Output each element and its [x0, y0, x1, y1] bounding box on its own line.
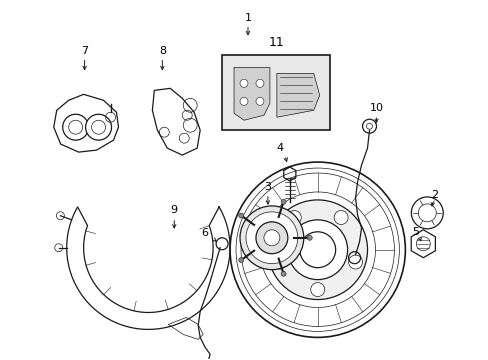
Text: 6: 6 [201, 228, 208, 238]
Circle shape [287, 220, 347, 280]
Circle shape [264, 230, 279, 246]
Circle shape [333, 211, 347, 225]
Circle shape [281, 199, 285, 204]
Circle shape [255, 222, 287, 254]
Text: 3: 3 [264, 182, 271, 192]
Text: 7: 7 [81, 45, 88, 55]
Circle shape [255, 97, 264, 105]
Circle shape [255, 80, 264, 87]
Text: 5: 5 [411, 227, 418, 237]
Polygon shape [276, 73, 319, 117]
Text: 9: 9 [170, 205, 178, 215]
Text: 4: 4 [276, 143, 283, 153]
Text: 11: 11 [268, 36, 284, 49]
Circle shape [62, 114, 88, 140]
Circle shape [281, 271, 285, 276]
Circle shape [240, 97, 247, 105]
Circle shape [287, 211, 301, 225]
Circle shape [267, 200, 367, 300]
Text: 2: 2 [430, 190, 437, 200]
Circle shape [310, 283, 324, 297]
Circle shape [238, 213, 243, 218]
Circle shape [238, 257, 243, 262]
Circle shape [299, 232, 335, 268]
Circle shape [240, 80, 247, 87]
Text: 10: 10 [369, 103, 383, 113]
Polygon shape [234, 67, 269, 120]
Circle shape [306, 235, 312, 240]
Text: 1: 1 [244, 13, 251, 23]
Circle shape [272, 255, 286, 269]
Circle shape [240, 206, 303, 270]
Bar [222, 55, 329, 130]
Circle shape [245, 212, 297, 264]
Text: 8: 8 [159, 45, 165, 55]
Circle shape [348, 255, 362, 269]
Circle shape [85, 114, 111, 140]
